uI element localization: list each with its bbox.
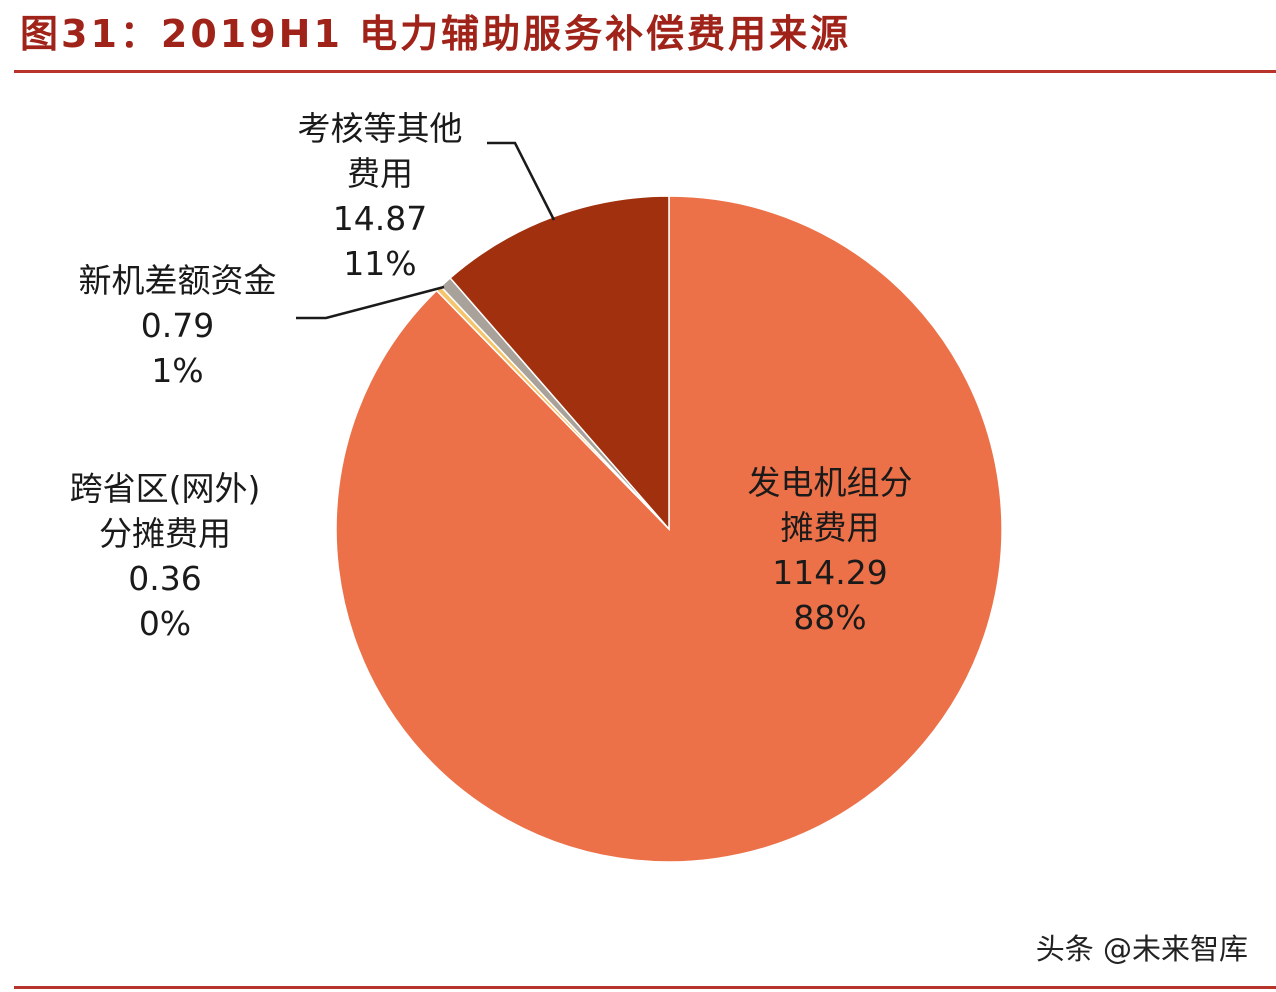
slice-label-name-line-2: 费用 (347, 154, 413, 193)
slice-percent: 11% (343, 244, 417, 283)
watermark: 头条 @未来智库 (1035, 932, 1248, 966)
figure-title: 图31：2019H1 电力辅助服务补偿费用来源 (20, 12, 852, 56)
slice-label-other-fees: 考核等其他 费用 14.87 11% (270, 106, 490, 286)
pie-slices (335, 195, 1003, 863)
slice-label-name-line-1: 新机差额资金 (78, 261, 277, 300)
slice-percent: 88% (793, 598, 867, 637)
slice-value: 14.87 (332, 199, 428, 238)
slice-label-name-line-1: 考核等其他 (297, 109, 463, 148)
slice-value: 0.36 (128, 559, 202, 598)
slice-label-cross-region-fees: 跨省区(网外) 分摊费用 0.36 0% (40, 466, 290, 646)
slice-label-name-line-2: 分摊费用 (99, 514, 231, 553)
slice-label-name-line-2: 摊费用 (780, 508, 880, 547)
slice-label-name-line-1: 跨省区(网外) (69, 469, 261, 508)
leader-lines (296, 141, 556, 320)
slice-value: 0.79 (140, 306, 215, 345)
slice-percent: 0% (138, 604, 192, 643)
slice-label-generator-fees: 发电机组分 摊费用 114.29 88% (700, 460, 960, 640)
slice-label-name-line-1: 发电机组分 (747, 463, 913, 502)
title-divider (14, 70, 1276, 73)
leader-line-other-fees (487, 141, 556, 221)
slice-value: 114.29 (772, 553, 888, 592)
leader-line-new-unit-funds (296, 285, 445, 320)
slice-percent: 1% (151, 351, 204, 390)
bottom-divider (14, 986, 1276, 989)
slice-label-new-unit-funds: 新机差额资金 0.79 1% (50, 258, 305, 393)
